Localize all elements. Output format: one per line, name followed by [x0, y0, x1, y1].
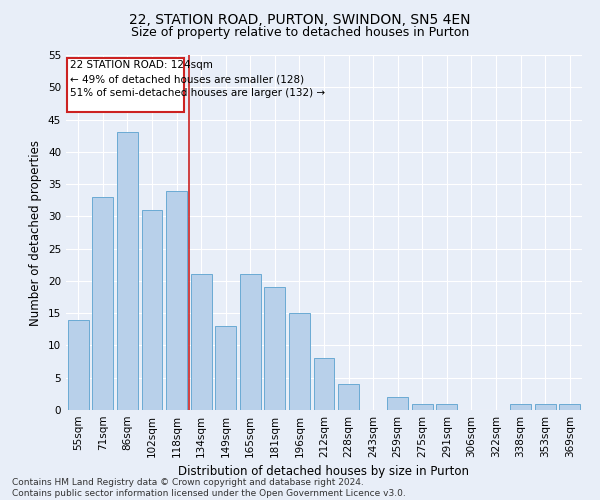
Bar	[535, 404, 556, 410]
X-axis label: Distribution of detached houses by size in Purton: Distribution of detached houses by size …	[179, 466, 470, 478]
Bar	[387, 397, 408, 410]
Bar	[166, 190, 187, 410]
Bar	[289, 313, 310, 410]
Y-axis label: Number of detached properties: Number of detached properties	[29, 140, 43, 326]
Bar	[314, 358, 334, 410]
Text: Contains HM Land Registry data © Crown copyright and database right 2024.
Contai: Contains HM Land Registry data © Crown c…	[12, 478, 406, 498]
Bar	[142, 210, 163, 410]
Bar	[67, 58, 184, 112]
Bar	[191, 274, 212, 410]
Bar	[338, 384, 359, 410]
Bar	[436, 404, 457, 410]
Bar	[265, 288, 286, 410]
Bar	[240, 274, 261, 410]
Text: 22, STATION ROAD, PURTON, SWINDON, SN5 4EN: 22, STATION ROAD, PURTON, SWINDON, SN5 4…	[129, 12, 471, 26]
Text: Size of property relative to detached houses in Purton: Size of property relative to detached ho…	[131, 26, 469, 39]
Bar	[117, 132, 138, 410]
Text: 22 STATION ROAD: 124sqm
← 49% of detached houses are smaller (128)
51% of semi-d: 22 STATION ROAD: 124sqm ← 49% of detache…	[70, 60, 325, 98]
Bar	[559, 404, 580, 410]
Bar	[68, 320, 89, 410]
Bar	[510, 404, 531, 410]
Bar	[92, 197, 113, 410]
Bar	[215, 326, 236, 410]
Bar	[412, 404, 433, 410]
